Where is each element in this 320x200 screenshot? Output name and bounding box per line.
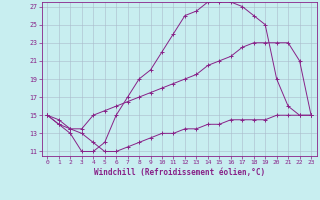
- X-axis label: Windchill (Refroidissement éolien,°C): Windchill (Refroidissement éolien,°C): [94, 168, 265, 177]
